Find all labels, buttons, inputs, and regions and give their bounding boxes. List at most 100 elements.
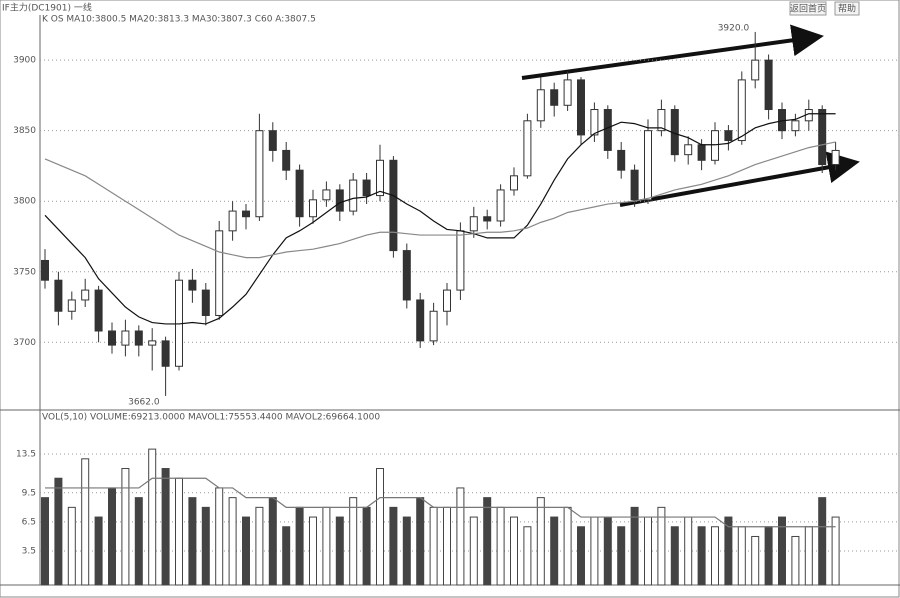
- volume-bar: [188, 497, 197, 586]
- volume-bar: [94, 516, 103, 586]
- candle-body: [108, 330, 116, 346]
- volume-bar: [778, 516, 786, 586]
- volume-bar: [215, 487, 224, 586]
- candle-body: [483, 216, 492, 222]
- price-annotation: 3920.0: [718, 23, 750, 33]
- volume-bar: [550, 516, 559, 586]
- y-tick-label: 3850: [13, 126, 36, 136]
- volume-bar: [563, 506, 572, 586]
- candle-body: [228, 210, 237, 232]
- price-annotation: 3662.0: [128, 397, 160, 407]
- candle-body: [577, 79, 585, 136]
- candle-body: [644, 130, 652, 201]
- candle-body: [309, 199, 317, 218]
- button[interactable]: [834, 1, 860, 16]
- volume-bar: [242, 516, 250, 586]
- volume-bar: [737, 526, 746, 586]
- volume-bar: [175, 477, 183, 586]
- candle-body: [335, 189, 344, 212]
- candle-body: [161, 340, 170, 367]
- volume-bar: [134, 497, 143, 586]
- candle-body: [188, 279, 197, 291]
- volume-bar: [389, 506, 398, 586]
- volume-bar: [429, 506, 438, 586]
- candle-body: [215, 230, 224, 316]
- volume-bar: [523, 526, 532, 586]
- volume-bar: [282, 526, 291, 586]
- y-tick-label: 3750: [13, 267, 36, 277]
- candle-body: [295, 169, 304, 218]
- volume-bar: [67, 506, 76, 586]
- volume-bar: [335, 516, 344, 586]
- volume-bar: [831, 516, 840, 586]
- volume-bar: [630, 506, 639, 586]
- candle-body: [510, 175, 518, 191]
- ma-line: [44, 141, 836, 259]
- candle-body: [711, 130, 719, 161]
- trend-arrow: [521, 24, 824, 80]
- volume-bar: [711, 526, 719, 586]
- candle-body: [617, 149, 626, 171]
- candle-body: [376, 159, 384, 197]
- candle-body: [563, 79, 572, 106]
- candle-body: [818, 109, 827, 166]
- candle-body: [630, 169, 639, 201]
- trend-arrow: [619, 151, 860, 207]
- volume-bar: [751, 535, 760, 586]
- y-tick-label: 3700: [13, 338, 36, 348]
- candle-body: [550, 89, 559, 106]
- candle-body: [121, 330, 130, 346]
- volume-bar: [670, 526, 679, 586]
- volume-bar: [617, 526, 626, 586]
- ma-line: [45, 477, 836, 528]
- candle-body: [402, 250, 411, 301]
- candle-body: [242, 210, 250, 218]
- volume-bar: [362, 506, 371, 586]
- candle-body: [603, 109, 612, 151]
- volume-bar: [376, 468, 384, 586]
- candle-body: [81, 289, 90, 301]
- ma-line: [44, 113, 836, 325]
- chart-title: IF主力(DC1901) 一线: [2, 2, 92, 14]
- candle-body: [831, 149, 840, 166]
- candle-body: [590, 109, 599, 136]
- volume-bar: [644, 516, 652, 586]
- volume-bar: [416, 497, 425, 586]
- button-label[interactable]: 帮助: [838, 3, 856, 15]
- volume-bar: [469, 516, 478, 586]
- y-tick-label: 3900: [13, 56, 36, 66]
- candle-body: [764, 59, 773, 111]
- candle-body: [54, 279, 63, 312]
- candle-body: [791, 120, 800, 132]
- volume-bar: [81, 458, 90, 586]
- volume-bar: [121, 468, 130, 586]
- candle-body: [536, 89, 545, 122]
- button[interactable]: [789, 1, 827, 16]
- volume-bar: [54, 477, 63, 586]
- y-tick-label: 9.5: [22, 488, 36, 498]
- y-tick-label: 3800: [13, 197, 36, 207]
- candle-body: [255, 130, 264, 218]
- volume-bar: [295, 506, 304, 586]
- volume-bar: [148, 448, 157, 586]
- candle-body: [443, 289, 451, 312]
- candle-body: [67, 299, 76, 312]
- volume-bar: [443, 506, 451, 586]
- volume-bar: [41, 497, 49, 586]
- button-label[interactable]: 返回首页: [790, 3, 826, 15]
- candle-body: [429, 310, 438, 342]
- volume-bar: [309, 516, 317, 586]
- candle-body: [268, 130, 277, 151]
- candle-body: [469, 216, 478, 232]
- candle-body: [201, 289, 210, 316]
- volume-bar: [483, 497, 492, 586]
- volume-bar: [697, 526, 706, 586]
- candle-body: [134, 330, 143, 346]
- y-tick-label: 6.5: [22, 517, 36, 527]
- volume-bar: [791, 535, 800, 586]
- volume-bar: [161, 468, 170, 586]
- y-tick-label: 3.5: [22, 547, 36, 557]
- volume-bar: [818, 497, 827, 586]
